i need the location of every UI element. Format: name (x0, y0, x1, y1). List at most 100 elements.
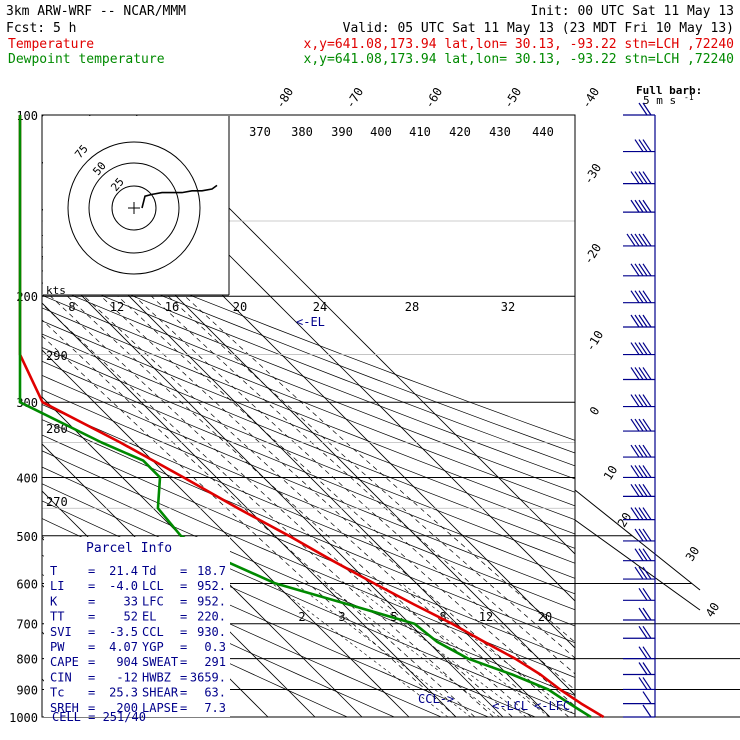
mixing-ratio-label: 16 (165, 300, 179, 314)
parcel-eq: = (180, 701, 187, 715)
parcel-key: LI (50, 579, 64, 593)
parcel-value: 200 (116, 701, 138, 715)
parcel-eq: = (88, 610, 95, 624)
wind-barb (623, 263, 655, 277)
pressure-label: 900 (16, 683, 38, 697)
mixing-ratio-label: 28 (405, 300, 419, 314)
parcel-key: YGP (142, 640, 164, 654)
wind-barb (623, 465, 655, 479)
forecast-hour: Fcst: 5 h (6, 21, 76, 36)
wind-barb-flag (630, 290, 640, 304)
parcel-key: Td (142, 564, 156, 578)
wind-barb (623, 566, 655, 580)
dry-adiabat-line (42, 234, 575, 441)
dry-adiabat-line (42, 360, 575, 579)
wind-barb-flag (630, 314, 640, 328)
wind-barb-flag (626, 233, 636, 247)
dry-adiabat-line (42, 246, 575, 454)
isotherm-line (135, 115, 575, 555)
parcel-value: 904 (116, 655, 138, 669)
parcel-eq: = (180, 625, 187, 639)
mixing-ratio-line (271, 583, 449, 717)
wind-barb-flag (642, 263, 652, 277)
moist-adiabat-line (184, 295, 575, 643)
wind-barb (623, 418, 655, 432)
wind-barb (623, 607, 655, 621)
parcel-eq: = (180, 640, 187, 654)
barb-key-value: 5 m s (643, 94, 676, 107)
wind-barb-flag (638, 102, 648, 116)
wind-barb-flag (638, 199, 648, 213)
theta-label: 290 (46, 349, 68, 363)
mixing-ratio-low-label: 8 (439, 610, 446, 624)
temperature-side-label: -10 (583, 328, 606, 354)
wind-barb-flag (630, 444, 640, 458)
wind-barb-flag (638, 548, 648, 562)
dry-adiabat-line (42, 270, 575, 480)
wind-barb-flag (630, 507, 640, 520)
wind-barb-flag (638, 171, 648, 184)
isotherm-line (42, 255, 504, 717)
wind-barb-flag (638, 587, 648, 601)
wind-barb-flag (642, 507, 652, 520)
wind-barb-flag (630, 263, 640, 277)
dry-adiabat-line (42, 258, 575, 467)
wind-barb-flag (642, 566, 652, 580)
level-marker-el: <-EL (296, 315, 325, 329)
wind-barb-flag (642, 367, 652, 380)
wind-barb-flag (642, 528, 652, 542)
wind-barb-flag (642, 587, 652, 601)
parcel-key: SHEAR (142, 686, 179, 700)
mixing-ratio-line (323, 583, 500, 717)
dry-adiabat-line (42, 389, 575, 611)
mixing-ratio-label: 20 (233, 300, 247, 314)
wind-barb-flag (638, 367, 648, 380)
dry-adiabat-line (42, 294, 575, 507)
wind-barb-flag (634, 465, 644, 478)
parcel-value: 220. (197, 610, 226, 624)
dry-adiabat-line (42, 434, 575, 661)
wind-barb-flag (642, 342, 652, 355)
wind-barb-flag (642, 171, 652, 184)
wind-barb-flag (638, 233, 648, 247)
hodograph-ring (67, 141, 201, 275)
pressure-label: 700 (16, 618, 38, 632)
level-marker-ccl: CCL-> (418, 692, 454, 706)
dry-adiabat-line (42, 333, 575, 549)
parcel-key: LCL (142, 579, 164, 593)
theta-e-label: 390 (331, 125, 353, 139)
wind-barb-flag (642, 394, 652, 407)
parcel-key: EL (142, 610, 156, 624)
dry-adiabat-line (42, 419, 575, 644)
wind-barb (623, 548, 655, 562)
wind-barb-flag (630, 199, 640, 213)
parcel-value: 52 (124, 610, 138, 624)
wind-barb-flag (642, 465, 652, 478)
wind-barb (623, 314, 655, 328)
legend-temperature: Temperature (8, 37, 94, 52)
temperature-side-label: 10 (601, 463, 621, 483)
parcel-eq: = (180, 579, 187, 593)
parcel-key: SREH (50, 701, 79, 715)
parcel-key: K (50, 594, 58, 608)
dry-adiabat-line (42, 282, 575, 493)
wind-barb-flag (638, 646, 648, 659)
mixing-ratio-line (294, 583, 472, 717)
wind-barb-flag (630, 418, 640, 432)
pressure-label: 400 (16, 471, 38, 485)
wind-barb-flag (634, 367, 644, 380)
hodograph-trace (141, 184, 218, 209)
temperature-top-label: -70 (343, 85, 366, 111)
wind-barb-flag (638, 290, 648, 304)
wind-barb (623, 528, 655, 542)
parcel-eq: = (88, 564, 95, 578)
theta-label: 270 (46, 495, 68, 509)
wind-barb-flag (642, 233, 652, 247)
parcel-value: -3.5 (109, 625, 138, 639)
parcel-value: 7.3 (204, 701, 226, 715)
wind-barb-flag (634, 139, 644, 152)
parcel-key: PW (50, 640, 65, 654)
parcel-key: HWBZ (142, 670, 171, 684)
frame-skew-edge-2 (574, 519, 701, 611)
